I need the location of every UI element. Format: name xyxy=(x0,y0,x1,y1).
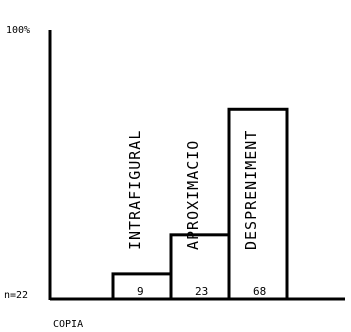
bar-value-label: 9 xyxy=(137,285,144,298)
bars-group: 9 INTRAFIGURAL 23 APROXIMACIO 68 DESPRENIMENT xyxy=(111,107,289,301)
sample-size-label: n=22 xyxy=(4,290,28,301)
bar-3 xyxy=(227,107,289,301)
bar-value-label: 23 xyxy=(195,285,208,298)
category-label: APROXIMACIO xyxy=(184,140,202,250)
category-label: DESPRENIMENT xyxy=(242,130,260,250)
y-top-label: 100% xyxy=(6,25,30,36)
category-label: INTRAFIGURAL xyxy=(126,130,144,250)
bar-value-label: 68 xyxy=(253,285,266,298)
x-axis-label: COPIA xyxy=(53,319,83,330)
